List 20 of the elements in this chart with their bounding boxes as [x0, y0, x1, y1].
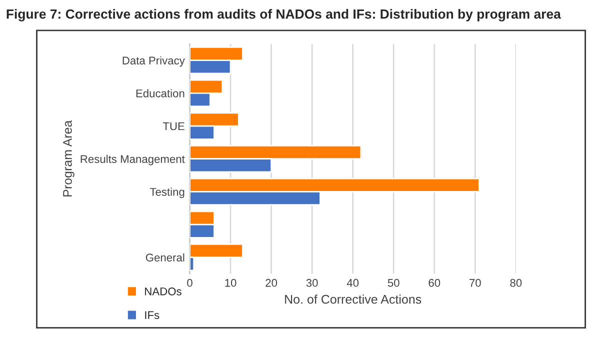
x-tick-label: 40 — [346, 278, 359, 287]
y-tick-label: Results Management — [80, 154, 185, 166]
y-tick-label: Testing — [150, 188, 184, 198]
y-tick-label: Education — [136, 89, 184, 98]
x-tick-label: 50 — [388, 278, 400, 287]
y-tick-label: Data Privacy — [122, 56, 185, 67]
legend-label: NADOs — [145, 287, 182, 296]
y-tick-label: TUE — [162, 122, 184, 130]
x-tick-label: 20 — [266, 278, 278, 287]
x-tick-label: 30 — [306, 278, 318, 287]
legend-label: IFs — [145, 311, 160, 320]
x-tick-label: 0 — [187, 278, 192, 287]
x-tick-label: 70 — [470, 278, 481, 287]
x-axis-title: No. of Corrective Actions — [285, 294, 422, 304]
x-tick-label: 60 — [428, 278, 440, 287]
x-tick-label: 10 — [225, 278, 236, 287]
x-tick-label: 80 — [510, 278, 522, 287]
y-tick-label: General — [146, 253, 184, 262]
chart-title: Figure 7: Corrective actions from audits of NADOs and IFs: Distribution by program area — [6, 9, 562, 22]
y-axis-title: Program Area — [63, 120, 74, 196]
